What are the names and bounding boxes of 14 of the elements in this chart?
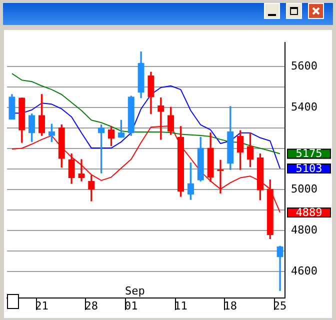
annotation: Sep [124, 284, 145, 298]
y-tick-label: 5600 [291, 59, 318, 72]
x-tick-label: 18 [224, 299, 238, 312]
y-tick-label: 4800 [291, 224, 318, 237]
data-label: 4889 [296, 206, 322, 219]
x-tick-label: 11 [174, 299, 188, 312]
data-label: 5103 [296, 162, 322, 175]
y-tick-label: 5400 [291, 100, 318, 114]
candlestick [276, 246, 284, 291]
candlestick [78, 159, 85, 182]
x-tick-label: 28 [84, 299, 98, 312]
y-tick-label: 5000 [291, 182, 318, 196]
y-tick-label: 4600 [291, 264, 318, 278]
data-label: 5175 [296, 147, 322, 160]
